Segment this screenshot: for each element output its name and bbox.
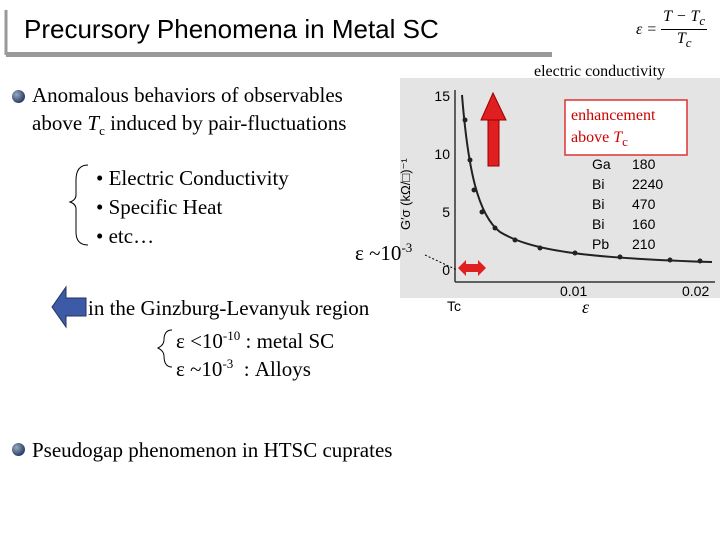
t-symbol: T bbox=[613, 129, 623, 146]
text: above bbox=[32, 111, 88, 135]
sup: -10 bbox=[222, 328, 241, 343]
legend-name: Pb bbox=[592, 236, 610, 252]
fraction: T − Tc Tc bbox=[661, 8, 708, 51]
figure-xlabel: ε bbox=[582, 297, 590, 317]
left-arrow bbox=[51, 285, 87, 329]
figure-ytick: 10 bbox=[434, 146, 450, 162]
legend-name: Bi bbox=[592, 176, 605, 192]
xlabel-box bbox=[538, 298, 610, 318]
numerator: T − Tc bbox=[661, 8, 708, 31]
item1-line2: above Tc induced by pair-fluctuations bbox=[32, 111, 346, 139]
sub-item: • Specific Heat bbox=[96, 195, 223, 219]
t-symbol: T bbox=[87, 111, 100, 135]
title-underline bbox=[6, 52, 552, 57]
figure-ytick: 0 bbox=[442, 262, 450, 278]
denominator: Tc bbox=[677, 30, 692, 51]
den-sub: c bbox=[685, 35, 692, 51]
figure-ylabel: G′σ (kΩ/□)⁻¹ bbox=[398, 158, 413, 230]
title: Precursory Phenomena in Metal SC bbox=[24, 14, 439, 44]
sup: -3 bbox=[222, 356, 234, 371]
formula-lhs: ε = bbox=[636, 20, 658, 38]
text: : Alloys bbox=[233, 357, 311, 381]
annotation-2: above Tc bbox=[571, 129, 628, 150]
legend-value: 180 bbox=[632, 156, 656, 172]
legend-name: Ga bbox=[592, 156, 611, 172]
item2: Pseudogap phenomenon in HTSC cuprates bbox=[32, 438, 393, 462]
legend-name: Bi bbox=[592, 216, 605, 232]
figure-tc: Tc bbox=[447, 298, 461, 314]
text: ε <10 bbox=[176, 329, 223, 353]
den-text: T bbox=[676, 30, 686, 48]
num-sub: c bbox=[699, 13, 706, 29]
figure-xtick: 0.01 bbox=[560, 283, 588, 299]
text: induced by pair-fluctuations bbox=[104, 111, 347, 135]
brace bbox=[68, 164, 89, 246]
double-arrow bbox=[458, 260, 486, 276]
legend-value: 210 bbox=[632, 236, 656, 252]
brace bbox=[156, 329, 173, 368]
legend-value: 160 bbox=[632, 216, 656, 232]
figure-points bbox=[462, 117, 703, 264]
legend-value: 470 bbox=[632, 196, 656, 212]
text: : metal SC bbox=[240, 329, 335, 353]
figure-xtick: 0.02 bbox=[682, 283, 710, 299]
annotation-box bbox=[564, 99, 688, 156]
region: in the Ginzburg-Levanyuk region bbox=[88, 296, 370, 320]
up-arrow-head bbox=[480, 91, 507, 121]
case: ε ~10-3 : Alloys bbox=[176, 356, 311, 382]
annotation: enhancement bbox=[571, 107, 656, 124]
sup: -3 bbox=[401, 240, 413, 255]
epsilon-note: ε ~10-3 bbox=[355, 240, 412, 266]
figure-ytick: 5 bbox=[442, 204, 450, 220]
item1-line1: Anomalous behaviors of observables bbox=[32, 83, 343, 107]
legend-name: Bi bbox=[592, 196, 605, 212]
up-arrow bbox=[487, 117, 500, 167]
formula: ε = T − Tc Tc bbox=[636, 8, 708, 51]
bullet bbox=[12, 90, 25, 103]
sub-item: • Electric Conductivity bbox=[96, 166, 289, 190]
text: ε ~10 bbox=[176, 357, 223, 381]
figure-ytick: 15 bbox=[434, 88, 450, 104]
sub: c bbox=[99, 123, 105, 139]
sub: c bbox=[622, 134, 628, 150]
case: ε <10-10 : metal SC bbox=[176, 328, 334, 354]
text: above bbox=[571, 129, 614, 146]
legend-value: 2240 bbox=[632, 176, 664, 192]
text: ε ~10 bbox=[355, 241, 402, 265]
pointer bbox=[424, 254, 458, 271]
bullet bbox=[12, 443, 25, 456]
num-text: T − T bbox=[663, 8, 700, 25]
sub-item: • etc… bbox=[96, 224, 155, 248]
figure-caption: electric conductivity bbox=[534, 63, 666, 80]
